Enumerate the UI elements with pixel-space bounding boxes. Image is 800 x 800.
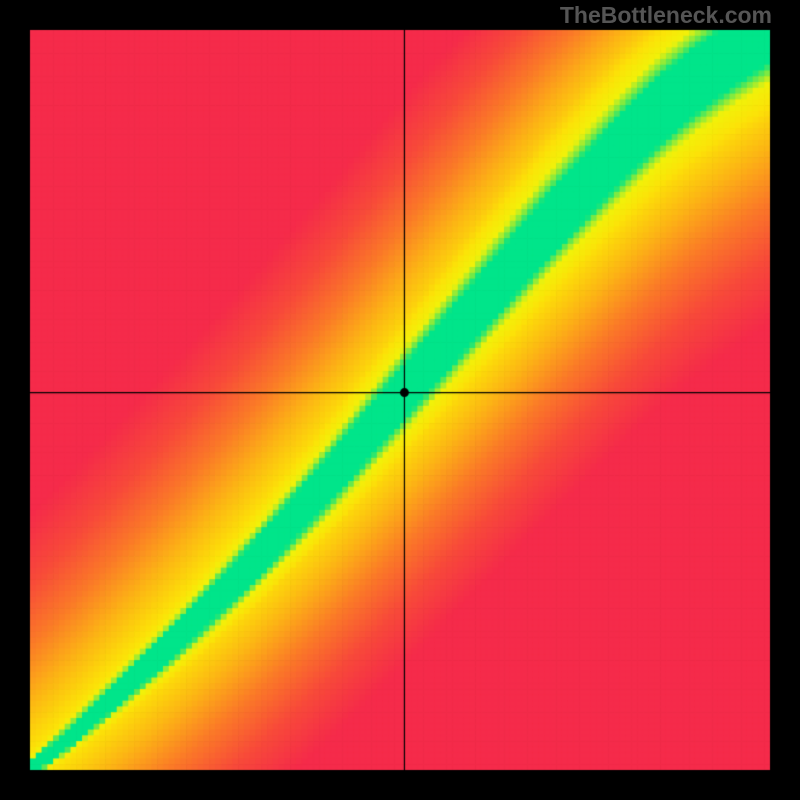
bottleneck-heatmap <box>0 0 800 800</box>
watermark-text: TheBottleneck.com <box>560 2 772 29</box>
